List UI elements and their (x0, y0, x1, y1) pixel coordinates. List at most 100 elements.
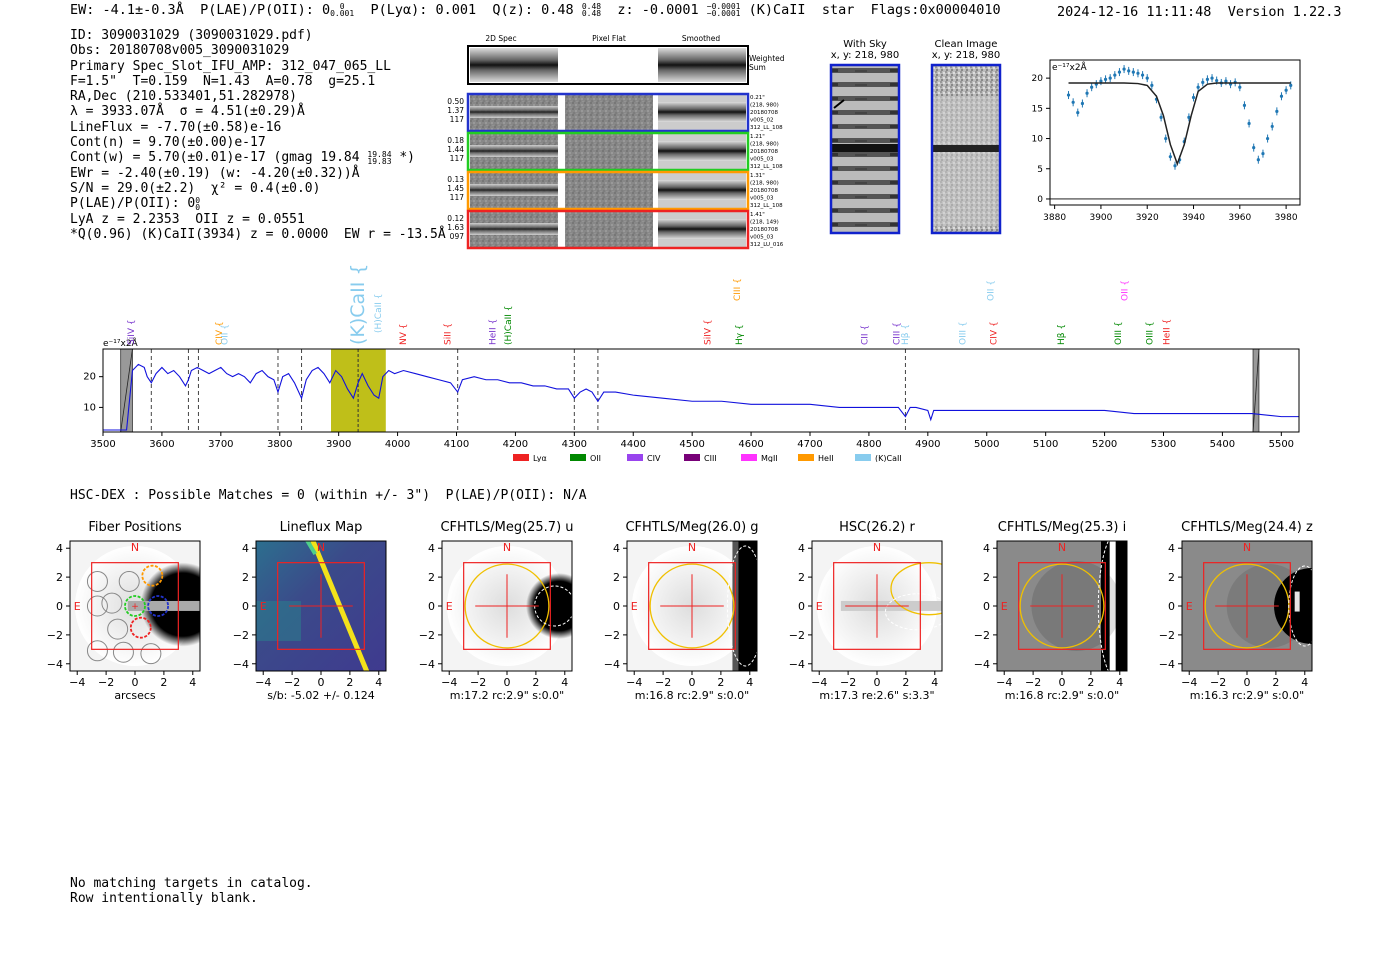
cutout-xtick-label: 4 (1301, 676, 1308, 689)
zoom-data-point (1247, 121, 1251, 126)
spectrum-xtick-label: 3800 (267, 439, 292, 450)
cutout-xtick-label: 0 (504, 676, 511, 689)
zoom-data-point (1159, 115, 1163, 119)
spec2d-row-stat: 0.50 (447, 97, 464, 106)
cutout-north-label: N (317, 541, 325, 554)
zoom-data-point (1289, 83, 1293, 87)
cutout-ytick-label: −4 (974, 658, 990, 671)
spectrum-legend-swatch (798, 454, 814, 461)
spectrum-legend-swatch (741, 454, 757, 461)
cutout-ytick-label: 4 (242, 542, 249, 555)
zoom-data-point (1210, 76, 1214, 80)
spectrum-line-label: SiIV { (704, 319, 714, 345)
spectrum-mask-hatch (120, 348, 133, 433)
info-gmag-range: 19.84 19.83 (367, 149, 392, 166)
cutout-panel-3: CFHTLS/Meg(25.7) uNE−4−4−2−2002244m:17.2… (419, 520, 574, 702)
spectrum-legend-label: OII (590, 454, 601, 462)
cutout-title: CFHTLS/Meg(26.0) g (625, 520, 758, 535)
zoom-ytick-label: 15 (1032, 104, 1043, 114)
header-version: Version 1.22.3 (1227, 4, 1342, 20)
spec2d-row-stat: 117 (450, 115, 465, 124)
cutout-title: Lineflux Map (280, 520, 363, 535)
spectrum-line-label: Hγ { (735, 324, 745, 345)
spectrum-line-label: NV { (399, 324, 409, 345)
zoom-data-point (1238, 85, 1242, 89)
cutout-xtick-label: 2 (1272, 676, 1279, 689)
cutout-fov-box (1018, 562, 1106, 650)
spec2d-row-meta: 312_LL_108 (750, 203, 783, 209)
zoom-xtick-label: 3900 (1089, 213, 1112, 223)
fiber-circle (140, 643, 162, 665)
spectrum-legend-label: (K)CaII (875, 454, 902, 462)
cutout-ytick-label: −2 (233, 629, 249, 642)
spec2d-row-meta: 1.21" (750, 134, 765, 140)
cutout-ytick-label: 4 (613, 542, 620, 555)
cutout-xtick-label: 4 (746, 676, 753, 689)
cutout-image: + (70, 541, 200, 671)
spec2d-row-meta: 312_LL_108 (750, 125, 783, 131)
zoom-data-point (1080, 101, 1085, 106)
zoom-data-point (1196, 85, 1200, 89)
cutout-title: Fiber Positions (88, 520, 181, 535)
fiber-circle (86, 570, 108, 592)
cutout-xtick-label: −4 (69, 676, 85, 689)
spec2d-row-meta: 20180708 (750, 110, 778, 116)
zoom-data-point (1187, 115, 1191, 119)
spec2d-row-meta: 1.41" (750, 212, 765, 218)
spec2d-row-stat: 117 (450, 154, 465, 163)
cutout-fov-box (648, 562, 736, 650)
zoom-xtick-label: 3980 (1275, 213, 1298, 223)
cutout-ytick-label: 2 (56, 571, 63, 584)
info-obs: Obs: 20180708v005_3090031029 (70, 43, 290, 59)
spectrum-line-label: SiII { (444, 323, 454, 345)
zoom-data-point (1201, 80, 1205, 84)
spectrum-xtick-label: 4500 (679, 439, 704, 450)
spec2d-row-meta: 1.31" (750, 173, 765, 179)
header-qz: Q(z): 0.48 (492, 2, 574, 18)
cutout-xlabel: m:16.8 rc:2.9" s:0.0" (635, 689, 750, 702)
zoom-data-point (1136, 71, 1140, 75)
spectrum-xtick-label: 5000 (974, 439, 999, 450)
zoom-data-point (1090, 85, 1094, 89)
spec2d-row-stat: 1.45 (447, 184, 464, 193)
spectrum-xtick-label: 5300 (1151, 439, 1176, 450)
zoom-data-point (1103, 77, 1108, 81)
catalog-footer: No matching targets in catalog. Row inten… (70, 876, 313, 906)
spec2d-row-meta: 312_LU_016 (750, 242, 784, 248)
cutout-title: CFHTLS/Meg(25.3) i (998, 520, 1126, 535)
spectrum-xtick-label: 5400 (1210, 439, 1235, 450)
zoom-data-point (1215, 78, 1219, 83)
spectrum-ylabel: e⁻¹⁷x2Å (103, 337, 139, 349)
spectrum-xtick-label: 3900 (326, 439, 351, 450)
spec2d-row-stat: 0.12 (447, 214, 464, 223)
cutout-ytick-label: 0 (242, 600, 249, 613)
spec2d-row-meta: (218, 980) (750, 103, 779, 109)
zoom-ytick-label: 0 (1037, 195, 1043, 205)
zoom-xtick-label: 3920 (1136, 213, 1159, 223)
cutout-xlabel: m:16.3 rc:2.9" s:0.0" (1190, 689, 1305, 702)
cutout-ytick-label: 4 (56, 542, 63, 555)
cutout-north-label: N (1243, 541, 1251, 554)
zoom-data-point (1076, 110, 1080, 115)
cutout-xtick-label: −2 (98, 676, 114, 689)
spec2d-row-meta: v005_03 (750, 196, 774, 202)
zoom-data-point (1256, 158, 1260, 162)
info-plae: P(LAE)/P(OII): 00 0 (70, 195, 201, 212)
cutout-xtick-label: 0 (689, 676, 696, 689)
zoom-data-point (1242, 103, 1247, 107)
spectrum-xtick-label: 4400 (621, 439, 646, 450)
spectrum-line-label: SiIV { (127, 319, 137, 345)
cutout-fov-box (463, 562, 551, 650)
spectrum-legend-label: Lyα (533, 454, 547, 462)
spectrum-legend-swatch (627, 454, 643, 461)
zoom-xtick-label: 3960 (1228, 213, 1251, 223)
fiber-circle (129, 616, 152, 639)
cutout-ytick-label: −2 (789, 629, 805, 642)
spectrum-line-label: Hβ { (901, 324, 911, 345)
cutout-east-label: E (446, 600, 453, 613)
cutout-north-label: N (688, 541, 696, 554)
zoom-data-point (1279, 94, 1284, 98)
